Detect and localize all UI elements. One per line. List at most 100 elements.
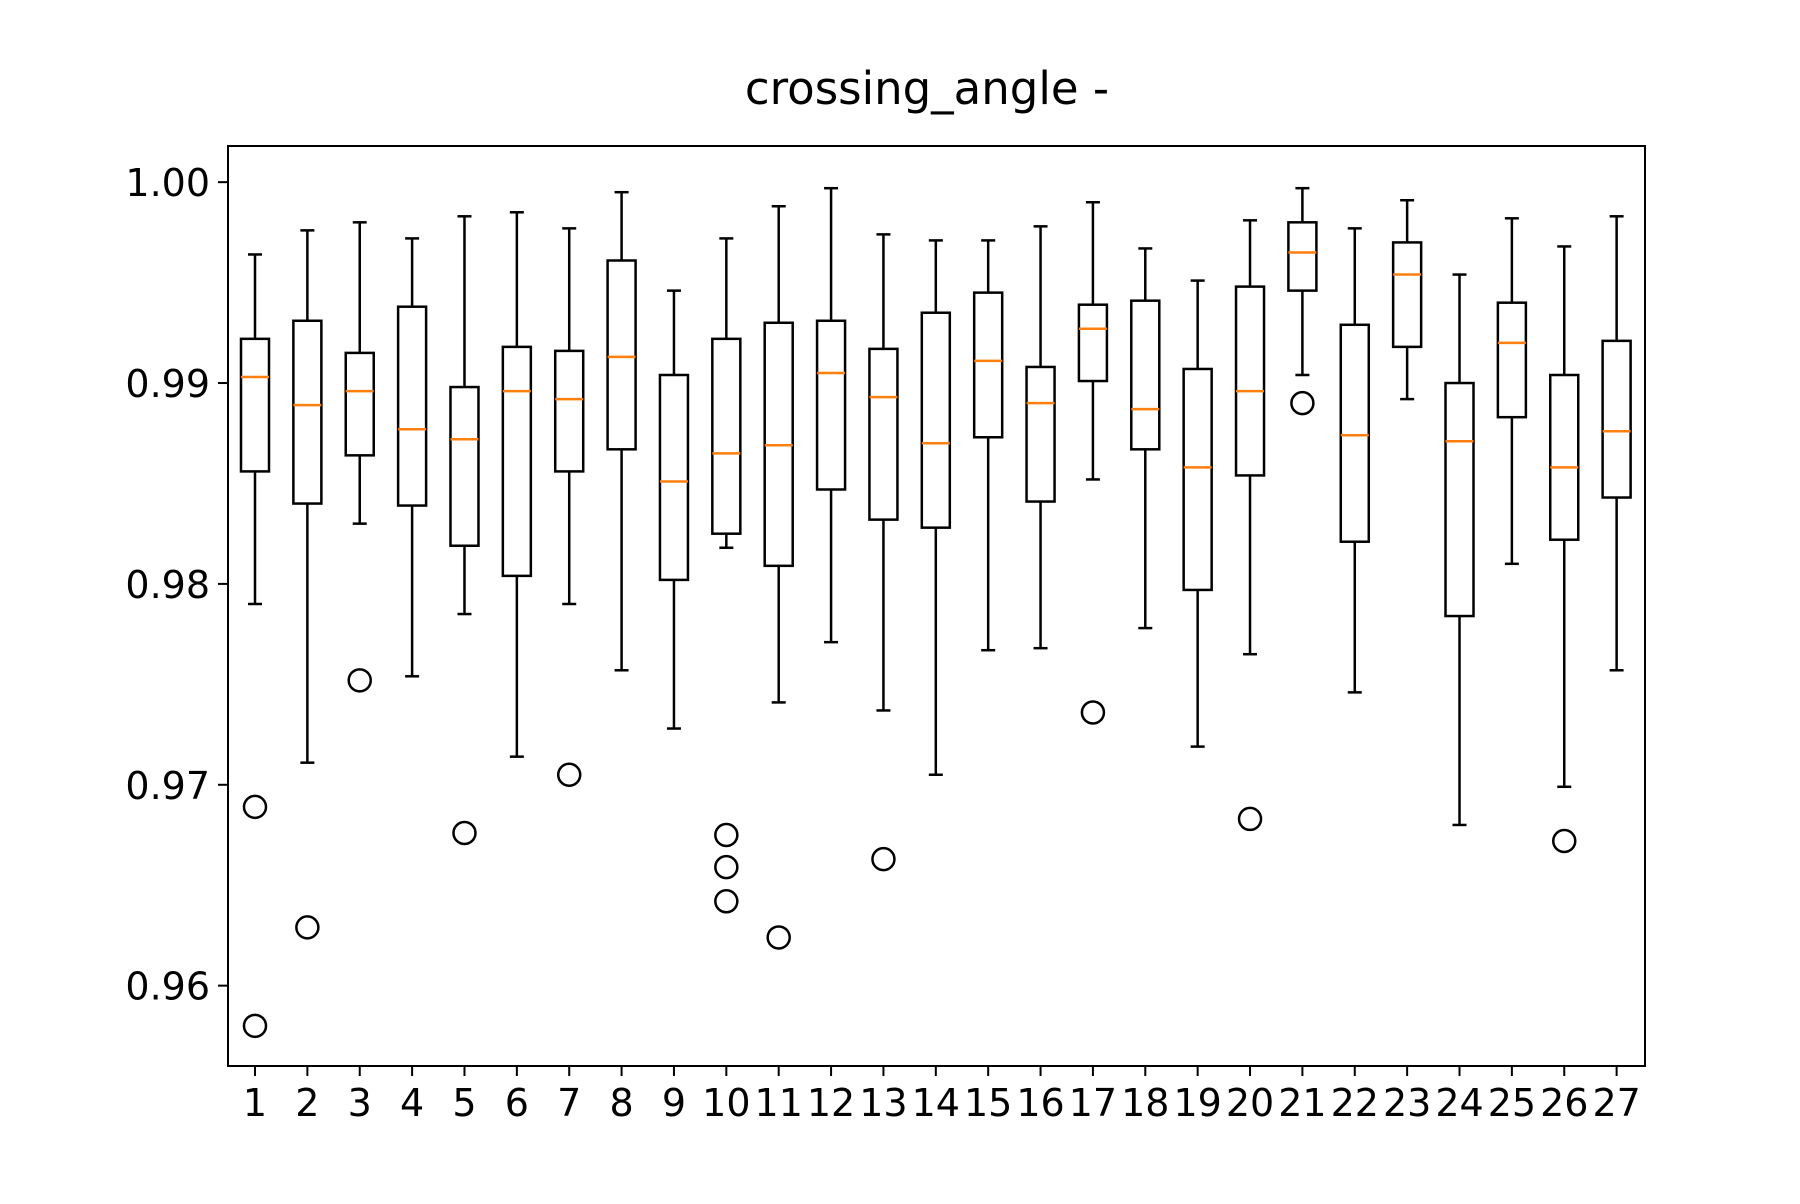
outlier-point — [242, 794, 268, 820]
box-iqr — [1549, 373, 1580, 541]
x-tick-label: 8 — [609, 1081, 633, 1125]
outlier-point — [452, 820, 477, 846]
box-group — [606, 190, 637, 672]
x-tick-label: 2 — [295, 1081, 319, 1125]
x-tick-label: 12 — [807, 1081, 855, 1125]
box-group — [868, 233, 899, 872]
y-tick-label: 0.97 — [125, 764, 210, 808]
outlier-point — [766, 925, 791, 950]
x-tick-label: 13 — [859, 1081, 907, 1125]
x-tick-label: 3 — [348, 1081, 372, 1125]
x-tick-label: 21 — [1278, 1081, 1326, 1125]
box-group — [920, 239, 952, 776]
x-tick-label: 15 — [964, 1081, 1012, 1125]
x-tick-label: 7 — [557, 1081, 581, 1125]
box-iqr — [711, 337, 742, 535]
plot-area — [239, 186, 1632, 1039]
outlier-point — [347, 668, 372, 693]
box-iqr — [1287, 221, 1318, 292]
box-group — [763, 205, 794, 950]
y-axis: 0.96 0.97 0.98 0.99 1.00 — [125, 161, 228, 1009]
x-tick-label: 23 — [1383, 1081, 1431, 1125]
x-tick-label: 17 — [1069, 1081, 1117, 1125]
box-iqr — [1444, 381, 1475, 618]
box-group — [1182, 279, 1213, 748]
y-tick-label: 0.96 — [125, 965, 210, 1009]
box-group — [449, 215, 480, 846]
box-iqr — [815, 319, 847, 491]
x-tick-label: 22 — [1331, 1081, 1379, 1125]
box-group — [711, 237, 742, 914]
x-tick-label: 6 — [505, 1081, 529, 1125]
outlier-point — [556, 762, 582, 787]
outlier-point — [871, 846, 896, 872]
box-group — [658, 289, 690, 730]
box-group — [1077, 200, 1109, 725]
box-group — [1025, 225, 1056, 650]
outlier-point — [714, 854, 739, 880]
x-tick-label: 11 — [755, 1081, 803, 1125]
x-tick-label: 4 — [400, 1081, 424, 1125]
box-group — [815, 186, 847, 644]
x-tick-label: 18 — [1121, 1081, 1169, 1125]
y-tick-label: 0.99 — [125, 362, 210, 406]
box-group — [1130, 247, 1161, 630]
outlier-point — [714, 889, 739, 914]
box-iqr — [1339, 323, 1371, 543]
box-iqr — [972, 291, 1004, 439]
x-tick-label: 16 — [1016, 1081, 1064, 1125]
box-group — [972, 239, 1004, 652]
box-group — [1287, 186, 1318, 416]
outlier-point — [242, 1013, 268, 1039]
x-tick-label: 24 — [1435, 1081, 1483, 1125]
box-group — [1444, 273, 1475, 827]
box-group — [396, 237, 428, 678]
outlier-point — [1237, 806, 1263, 832]
box-iqr — [344, 351, 375, 457]
x-tick-label: 9 — [662, 1081, 686, 1125]
outlier-point — [1552, 828, 1577, 854]
x-tick-label: 1 — [243, 1081, 267, 1125]
x-tick-label: 14 — [912, 1081, 960, 1125]
outlier-point — [714, 822, 739, 848]
x-tick-label: 19 — [1173, 1081, 1221, 1125]
x-axis: 1 2 3 4 5 6 7 8 9 10 11 12 13 14 15 16 17 18 19 20 21 22 23 24 2… — [243, 1066, 1641, 1125]
box-group — [1339, 227, 1371, 694]
box-group — [292, 229, 323, 940]
box-iqr — [1391, 241, 1423, 349]
box-group — [344, 221, 375, 693]
box-group — [1549, 245, 1580, 854]
box-iqr — [1496, 301, 1528, 419]
box-iqr — [1130, 299, 1161, 451]
box-group — [501, 211, 533, 758]
box-iqr — [920, 311, 952, 529]
outlier-point — [295, 915, 320, 940]
box-iqr — [606, 259, 637, 451]
x-tick-label: 5 — [452, 1081, 476, 1125]
x-tick-label: 26 — [1540, 1081, 1588, 1125]
box-group — [553, 227, 585, 787]
x-tick-label: 25 — [1488, 1081, 1536, 1125]
box-iqr — [553, 349, 585, 473]
outlier-point — [1290, 390, 1315, 416]
box-iqr — [292, 319, 323, 505]
box-iqr — [868, 347, 899, 521]
x-tick-label: 10 — [702, 1081, 750, 1125]
box-iqr — [1077, 303, 1109, 383]
x-tick-label: 27 — [1592, 1081, 1640, 1125]
box-group — [1496, 217, 1528, 566]
outlier-point — [1080, 700, 1106, 725]
box-group — [239, 253, 271, 1039]
box-iqr — [658, 373, 690, 582]
box-iqr — [1182, 367, 1213, 592]
box-group — [1601, 215, 1632, 672]
box-iqr — [1234, 285, 1266, 477]
box-iqr — [501, 345, 533, 578]
box-iqr — [396, 305, 428, 507]
box-iqr — [239, 337, 271, 473]
box-iqr — [1025, 365, 1056, 503]
box-iqr — [449, 385, 480, 547]
chart-title: crossing_angle - — [745, 62, 1109, 115]
